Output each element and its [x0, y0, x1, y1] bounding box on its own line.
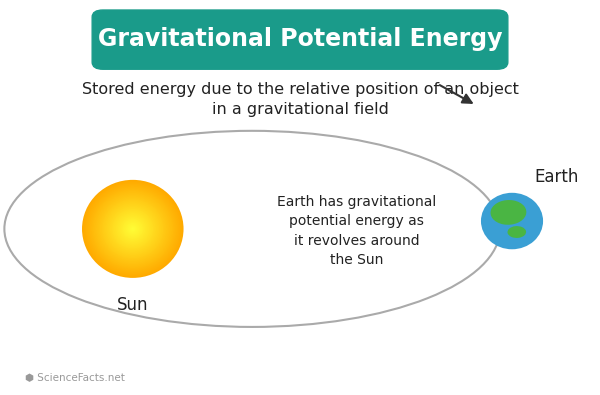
Ellipse shape — [88, 186, 177, 272]
Ellipse shape — [105, 202, 161, 256]
Ellipse shape — [109, 205, 157, 252]
Ellipse shape — [114, 211, 152, 247]
Text: in a gravitational field: in a gravitational field — [212, 102, 388, 117]
Ellipse shape — [124, 220, 142, 237]
Ellipse shape — [481, 193, 543, 249]
Ellipse shape — [120, 216, 145, 241]
Ellipse shape — [121, 218, 144, 240]
Ellipse shape — [131, 228, 134, 230]
Ellipse shape — [112, 209, 153, 248]
FancyBboxPatch shape — [92, 10, 508, 69]
Ellipse shape — [96, 193, 170, 264]
Text: Gravitational Potential Energy: Gravitational Potential Energy — [98, 26, 502, 51]
Ellipse shape — [91, 188, 175, 269]
Ellipse shape — [116, 213, 149, 245]
Ellipse shape — [119, 215, 147, 243]
Ellipse shape — [101, 198, 164, 260]
Ellipse shape — [508, 226, 526, 238]
Text: Earth: Earth — [535, 168, 579, 186]
Ellipse shape — [122, 219, 143, 239]
Ellipse shape — [118, 214, 148, 244]
Ellipse shape — [98, 196, 167, 262]
Ellipse shape — [97, 195, 169, 263]
Ellipse shape — [125, 222, 140, 236]
Ellipse shape — [85, 182, 181, 275]
Ellipse shape — [129, 225, 137, 233]
Ellipse shape — [86, 184, 180, 274]
Ellipse shape — [89, 187, 176, 271]
Ellipse shape — [82, 180, 184, 278]
Ellipse shape — [87, 185, 178, 273]
Ellipse shape — [111, 208, 154, 250]
Ellipse shape — [95, 192, 171, 266]
Ellipse shape — [107, 204, 158, 253]
Ellipse shape — [92, 190, 173, 268]
Text: Sun: Sun — [117, 295, 149, 314]
Ellipse shape — [83, 181, 182, 276]
Ellipse shape — [104, 201, 162, 257]
Ellipse shape — [481, 193, 543, 249]
Ellipse shape — [127, 223, 139, 235]
Ellipse shape — [110, 207, 155, 251]
Ellipse shape — [100, 197, 166, 261]
Ellipse shape — [491, 200, 526, 225]
Text: Earth has gravitational
potential energy as
it revolves around
the Sun: Earth has gravitational potential energy… — [277, 195, 436, 267]
Text: ⬢ ScienceFacts.net: ⬢ ScienceFacts.net — [25, 372, 125, 382]
Text: Stored energy due to the relative position of an object: Stored energy due to the relative positi… — [82, 82, 518, 97]
Ellipse shape — [115, 212, 151, 246]
Ellipse shape — [94, 191, 172, 267]
Ellipse shape — [103, 199, 163, 258]
Ellipse shape — [128, 224, 138, 234]
Ellipse shape — [130, 226, 136, 231]
Ellipse shape — [106, 203, 160, 255]
